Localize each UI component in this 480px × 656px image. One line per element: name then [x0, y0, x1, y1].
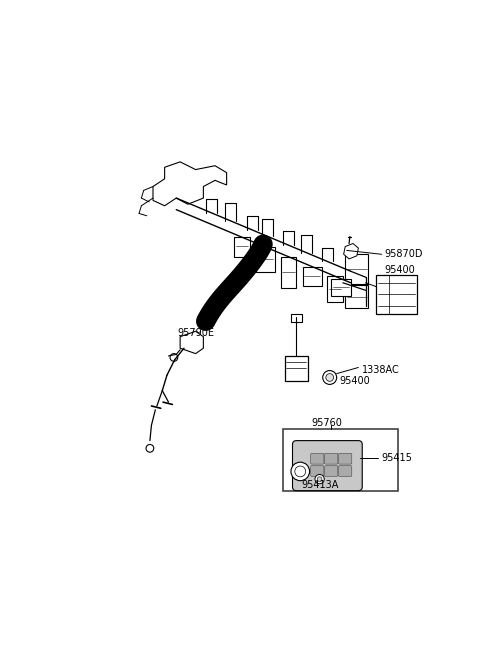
Bar — [281, 256, 296, 289]
Circle shape — [317, 477, 322, 482]
Polygon shape — [153, 162, 227, 206]
Bar — [302, 266, 322, 286]
Circle shape — [326, 374, 334, 381]
FancyBboxPatch shape — [324, 466, 338, 476]
FancyBboxPatch shape — [311, 466, 324, 476]
FancyBboxPatch shape — [338, 453, 352, 464]
Text: 95413A: 95413A — [301, 480, 338, 489]
Circle shape — [295, 466, 306, 477]
Circle shape — [315, 474, 324, 483]
Text: 95870D: 95870D — [384, 249, 422, 259]
Circle shape — [291, 462, 310, 481]
Bar — [345, 285, 369, 308]
Circle shape — [170, 354, 178, 361]
Text: 95790E: 95790E — [178, 328, 215, 338]
Text: 95760: 95760 — [311, 418, 342, 428]
Bar — [376, 275, 417, 314]
Bar — [327, 276, 343, 302]
FancyBboxPatch shape — [311, 453, 324, 464]
Text: 1338AC: 1338AC — [362, 365, 400, 375]
Polygon shape — [180, 331, 204, 354]
Circle shape — [254, 241, 265, 252]
Text: 95400: 95400 — [339, 377, 370, 386]
Circle shape — [146, 445, 154, 452]
FancyBboxPatch shape — [324, 453, 338, 464]
FancyBboxPatch shape — [292, 441, 362, 491]
Circle shape — [323, 371, 336, 384]
Bar — [283, 429, 398, 491]
Bar — [285, 356, 308, 380]
Bar — [331, 279, 350, 296]
FancyBboxPatch shape — [338, 466, 352, 476]
Polygon shape — [344, 243, 359, 259]
Bar — [234, 237, 250, 256]
Text: 95415: 95415 — [382, 453, 412, 462]
Text: 95400: 95400 — [384, 264, 415, 275]
Bar — [291, 314, 302, 322]
Bar — [256, 247, 276, 272]
Bar — [345, 255, 369, 283]
